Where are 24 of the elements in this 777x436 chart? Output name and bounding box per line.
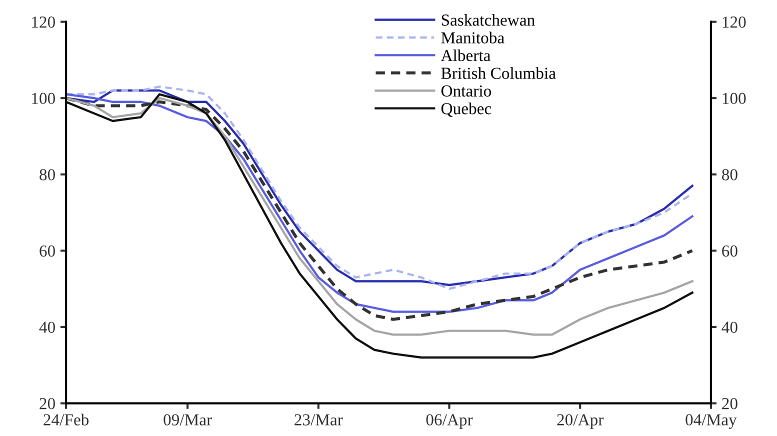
y2-tick-label: 20	[722, 398, 738, 410]
y2-tick-label: 60	[722, 245, 738, 257]
x-tick-label: 20/Apr	[557, 414, 604, 429]
legend-label: Quebec	[441, 102, 492, 117]
x-tick-label: 09/Mar	[164, 414, 212, 426]
y-tick-label: 80	[40, 169, 55, 180]
legend-label: Ontario	[441, 85, 492, 97]
y2-tick-label: 40	[722, 322, 738, 333]
y-tick-label: 60	[40, 245, 55, 257]
y-tick-label: 40	[39, 322, 55, 333]
x-tick-label: 04/May	[686, 414, 737, 429]
x-tick-label: 23/Mar	[294, 414, 343, 426]
y-tick-label: 120	[32, 16, 55, 28]
y2-tick-label: 120	[722, 16, 746, 28]
legend-label: Manitoba	[441, 32, 504, 44]
y2-tick-label: 100	[722, 92, 746, 104]
legend-label: Alberta	[440, 49, 490, 62]
y-tick-label: 100	[32, 92, 55, 104]
y2-tick-label: 80	[722, 169, 738, 180]
legend-label: British Columbia	[441, 67, 556, 79]
x-tick-label: 24/Feb	[44, 414, 89, 426]
x-tick-label: 06/Apr	[426, 414, 473, 429]
legend-label: Saskatchewan	[442, 14, 535, 26]
y-tick-label: 20	[40, 398, 55, 410]
